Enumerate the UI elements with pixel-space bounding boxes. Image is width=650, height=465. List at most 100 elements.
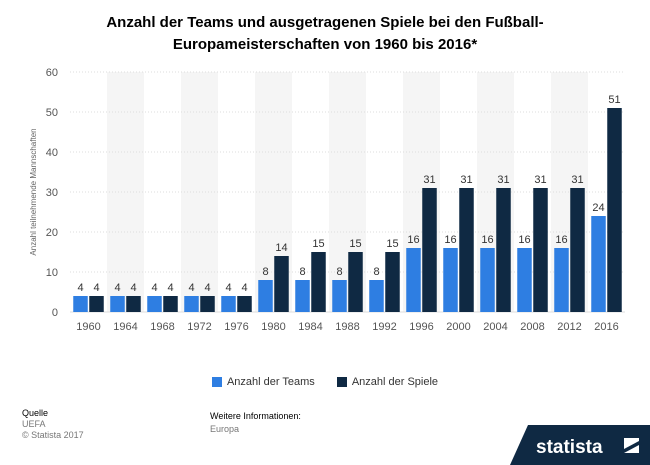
data-label-teams: 16 <box>481 234 493 246</box>
bar-teams <box>110 296 125 312</box>
y-tick-label: 10 <box>46 267 58 279</box>
data-label-spiele: 4 <box>130 282 136 294</box>
y-axis-label: Anzahl teilnehmende Mannschaften <box>29 128 38 255</box>
data-label-teams: 4 <box>225 282 231 294</box>
legend-swatch-teams <box>211 377 222 387</box>
legend-item-teams[interactable]: Anzahl der Teams <box>211 376 315 388</box>
bar-spiele <box>237 296 252 312</box>
data-label-spiele: 4 <box>167 282 173 294</box>
bar-teams <box>554 248 569 312</box>
x-tick-label: 1960 <box>76 321 100 333</box>
bar-spiele <box>533 188 548 312</box>
x-tick-label: 2008 <box>520 321 544 333</box>
logo-background <box>510 425 650 465</box>
bar-spiele <box>311 252 326 312</box>
y-tick-label: 60 <box>46 67 58 79</box>
statista-logo[interactable]: statista <box>510 425 650 465</box>
data-label-spiele: 4 <box>204 282 210 294</box>
data-label-spiele: 31 <box>534 174 546 186</box>
data-label-spiele: 14 <box>275 242 287 254</box>
bar-teams <box>369 280 384 312</box>
data-label-teams: 8 <box>336 266 342 278</box>
bar-teams <box>295 280 310 312</box>
data-label-teams: 8 <box>373 266 379 278</box>
logo-mark-icon <box>624 438 639 453</box>
data-label-spiele: 31 <box>423 174 435 186</box>
chart-legend: Anzahl der Teams Anzahl der Spiele <box>0 376 650 388</box>
data-label-teams: 8 <box>262 266 268 278</box>
more-info-value: Europa <box>210 424 240 434</box>
bar-spiele <box>89 296 104 312</box>
x-tick-label: 1968 <box>150 321 174 333</box>
data-label-teams: 16 <box>407 234 419 246</box>
x-tick-label: 1976 <box>224 321 248 333</box>
bar-spiele <box>126 296 141 312</box>
data-label-teams: 16 <box>518 234 530 246</box>
bar-chart: 0 10 20 30 40 50 60 Anzahl teilnehmende Mannsch… <box>29 67 625 333</box>
bar-teams <box>184 296 199 312</box>
bar-teams <box>73 296 88 312</box>
logo-wordmark: statista <box>536 437 603 458</box>
source-value[interactable]: UEFA <box>22 419 46 429</box>
y-tick-label: 0 <box>52 307 58 319</box>
bar-spiele <box>163 296 178 312</box>
bar-teams <box>258 280 273 312</box>
bar-teams <box>517 248 532 312</box>
more-info-block: Weitere Informationen: Europa <box>210 410 301 436</box>
data-label-teams: 4 <box>151 282 157 294</box>
data-label-teams: 4 <box>114 282 120 294</box>
legend-item-spiele[interactable]: Anzahl der Spiele <box>336 376 438 388</box>
bar-spiele <box>570 188 585 312</box>
bar-spiele <box>348 252 363 312</box>
legend-label-teams: Anzahl der Teams <box>226 376 315 388</box>
bar-spiele <box>200 296 215 312</box>
bar-teams <box>406 248 421 312</box>
x-tick-label: 2016 <box>594 321 618 333</box>
bar-spiele <box>496 188 511 312</box>
source-heading: Quelle <box>22 408 49 418</box>
data-label-teams: 16 <box>555 234 567 246</box>
bar-teams <box>443 248 458 312</box>
data-label-spiele: 15 <box>349 238 361 250</box>
bar-teams <box>480 248 495 312</box>
bar-teams <box>332 280 347 312</box>
source-block: Quelle UEFA © Statista 2017 <box>22 408 84 441</box>
more-info-heading: Weitere Informationen: <box>210 411 301 421</box>
x-tick-label: 2004 <box>483 321 507 333</box>
y-tick-label: 50 <box>46 107 58 119</box>
chart-title-line-2: Europameisterschaften von 1960 bis 2016* <box>172 36 478 53</box>
x-tick-label: 1972 <box>187 321 211 333</box>
bar-spiele <box>422 188 437 312</box>
bar-spiele <box>274 256 289 312</box>
data-label-teams: 16 <box>444 234 456 246</box>
x-tick-label: 1992 <box>372 321 396 333</box>
data-label-spiele: 31 <box>571 174 583 186</box>
data-label-spiele: 31 <box>460 174 472 186</box>
x-tick-label: 1964 <box>113 321 137 333</box>
bar-teams <box>147 296 162 312</box>
column-band <box>107 72 144 312</box>
y-tick-label: 30 <box>46 187 58 199</box>
bar-spiele <box>459 188 474 312</box>
data-label-teams: 24 <box>592 202 604 214</box>
y-tick-label: 20 <box>46 227 58 239</box>
x-tick-label: 2000 <box>446 321 470 333</box>
data-label-spiele: 15 <box>312 238 324 250</box>
data-label-spiele: 4 <box>93 282 99 294</box>
data-label-spiele: 31 <box>497 174 509 186</box>
bar-teams <box>591 216 606 312</box>
bar-spiele <box>607 108 622 312</box>
x-tick-label: 1996 <box>409 321 433 333</box>
x-tick-label: 1988 <box>335 321 359 333</box>
copyright-text: © Statista 2017 <box>22 430 84 440</box>
legend-swatch-spiele <box>336 377 347 387</box>
bar-spiele <box>385 252 400 312</box>
data-label-spiele: 4 <box>241 282 247 294</box>
y-tick-label: 40 <box>46 147 58 159</box>
chart-title: Anzahl der Teams und ausgetragenen Spiel… <box>0 12 650 56</box>
data-label-spiele: 51 <box>608 94 620 106</box>
data-label-spiele: 15 <box>386 238 398 250</box>
data-label-teams: 4 <box>188 282 194 294</box>
chart-title-line-1: Anzahl der Teams und ausgetragenen Spiel… <box>106 14 544 31</box>
x-tick-label: 1980 <box>261 321 285 333</box>
